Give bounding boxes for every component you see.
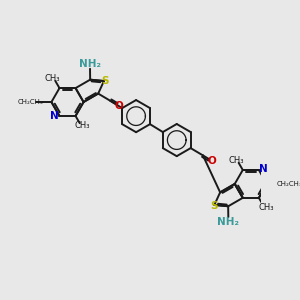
Text: NH₂: NH₂ <box>79 59 101 69</box>
Text: CH₂CH₃: CH₂CH₃ <box>277 181 300 187</box>
Text: CH₃: CH₃ <box>75 121 90 130</box>
Text: CH₃: CH₃ <box>228 156 244 165</box>
Text: NH₂: NH₂ <box>218 217 239 227</box>
Text: CH₃: CH₃ <box>258 203 274 212</box>
Text: N: N <box>259 164 268 174</box>
Text: S: S <box>210 201 218 211</box>
Text: CH₂CH₃: CH₂CH₃ <box>17 99 43 105</box>
Text: N: N <box>50 112 59 122</box>
Text: CH₃: CH₃ <box>45 74 60 83</box>
Text: S: S <box>101 76 109 86</box>
Text: O: O <box>115 101 124 111</box>
Text: O: O <box>208 156 216 166</box>
